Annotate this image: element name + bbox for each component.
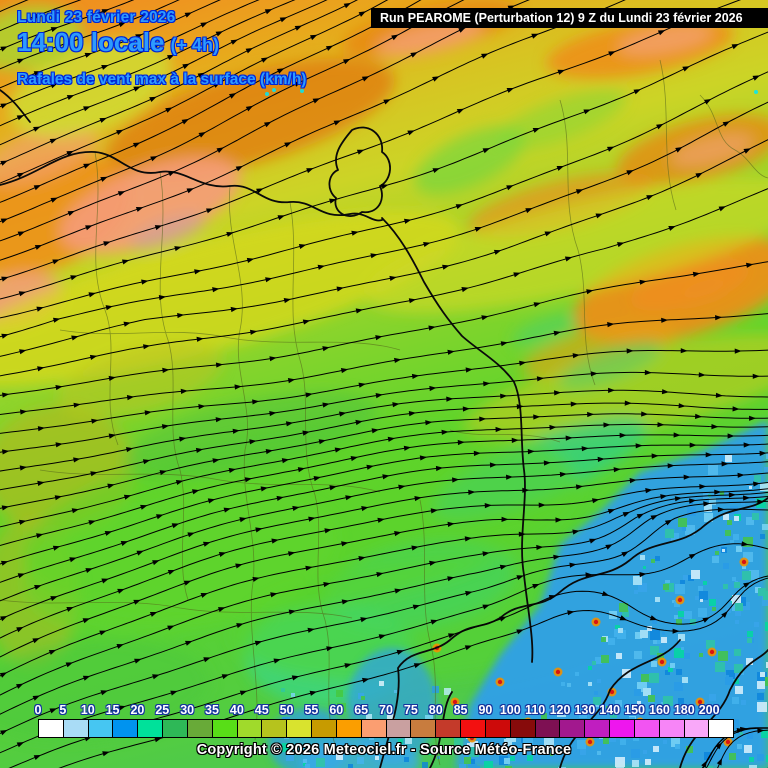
legend-color-box	[411, 720, 437, 737]
legend-tick: 75	[403, 703, 418, 717]
legend-color-boxes	[38, 719, 734, 738]
legend-tick: 85	[453, 703, 468, 717]
legend-color-box	[684, 720, 710, 737]
legend-tick: 30	[180, 703, 195, 717]
legend-color-box	[709, 720, 734, 737]
terrain-mottle	[281, 453, 768, 768]
legend-tick: 45	[254, 703, 269, 717]
legend-tick: 40	[229, 703, 244, 717]
legend-color-box	[436, 720, 462, 737]
legend-tick: 130	[574, 703, 596, 717]
legend-tick: 65	[354, 703, 369, 717]
legend-tick: 60	[329, 703, 344, 717]
color-scale-legend: 0 5 10 15 20 25 30 35 40 45 50 55 60 65 70 75 80 85 90 100 1…	[34, 703, 735, 743]
legend-color-box	[312, 720, 337, 737]
legend-tick: 120	[549, 703, 571, 717]
legend-tick: 100	[499, 703, 521, 717]
legend-color-box	[461, 720, 486, 737]
legend-tick-labels: 0 5 10 15 20 25 30 35 40 45 50 55 60 65 70 75 80 85 90 100 1…	[34, 703, 735, 718]
legend-color-box	[361, 720, 387, 737]
legend-tick: 180	[673, 703, 695, 717]
legend-color-box	[659, 720, 685, 737]
run-info-bar: Run PEAROME (Perturbation 12) 9 Z du Lun…	[371, 8, 768, 28]
copyright-label: Copyright © 2026 Meteociel.fr - Source M…	[196, 742, 572, 758]
legend-tick: 35	[205, 703, 219, 717]
legend-color-box	[386, 720, 412, 737]
legend-color-box	[113, 720, 139, 737]
legend-tick: 55	[304, 703, 319, 717]
legend-tick: 10	[80, 703, 95, 717]
time-offset-label: (+ 4h)	[170, 35, 219, 56]
legend-color-box	[585, 720, 611, 737]
legend-color-box	[535, 720, 561, 737]
legend-tick: 110	[525, 703, 546, 717]
legend-color-box	[39, 720, 64, 737]
legend-tick: 25	[155, 703, 170, 717]
run-info-label: Run PEAROME (Perturbation 12) 9 Z du Lun…	[380, 11, 743, 25]
legend-tick: 160	[648, 703, 670, 717]
legend-color-box	[560, 720, 586, 737]
legend-tick: 20	[130, 703, 145, 717]
legend-color-box	[485, 720, 511, 737]
legend-color-box	[163, 720, 188, 737]
legend-color-box	[63, 720, 89, 737]
legend-tick: 150	[624, 703, 645, 717]
variable-label: Rafales de vent max à la surface (km/h)	[17, 70, 307, 88]
legend-tick: 15	[105, 703, 120, 717]
legend-tick: 80	[428, 703, 443, 717]
legend-tick: 90	[478, 703, 493, 717]
legend-color-box	[336, 720, 362, 737]
legend-tick: 5	[59, 703, 67, 717]
legend-color-box	[187, 720, 213, 737]
legend-color-box	[610, 720, 635, 737]
legend-color-box	[262, 720, 288, 737]
legend-color-box	[138, 720, 164, 737]
date-label: Lundi 23 février 2026	[17, 9, 176, 26]
legend-color-box	[88, 720, 114, 737]
legend-tick: 0	[34, 703, 42, 717]
map-header: Lundi 23 février 2026 14:00 locale (+ 4h)…	[17, 9, 307, 88]
legend-color-box	[634, 720, 660, 737]
time-label: 14:00 locale	[17, 27, 165, 58]
legend-tick: 140	[599, 703, 621, 717]
time-row: 14:00 locale (+ 4h)	[17, 29, 306, 56]
legend-color-box	[212, 720, 238, 737]
legend-color-box	[510, 720, 536, 737]
legend-color-box	[287, 720, 313, 737]
legend-tick: 50	[279, 703, 294, 717]
legend-tick: 200	[698, 703, 720, 717]
legend-color-box	[237, 720, 263, 737]
legend-tick: 70	[379, 703, 393, 717]
